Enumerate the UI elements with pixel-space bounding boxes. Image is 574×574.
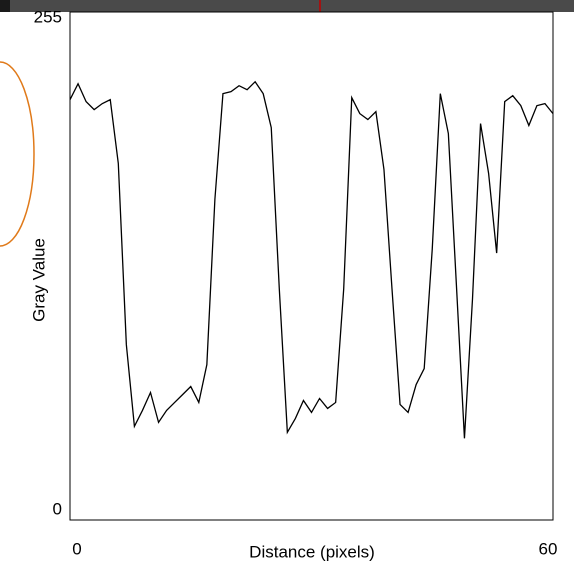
x-axis-label: Distance (pixels) — [249, 542, 375, 561]
selection-arc — [0, 61, 35, 247]
image-corner — [0, 0, 10, 12]
y-axis-label: Gray Value — [29, 238, 48, 322]
y-tick-label: 0 — [53, 499, 62, 518]
image-strip — [0, 0, 574, 12]
x-tick-label: 0 — [72, 539, 81, 558]
x-tick-label: 60 — [539, 539, 558, 558]
profile-line — [69, 80, 554, 439]
plot-frame — [69, 11, 554, 521]
y-tick-label: 255 — [34, 7, 62, 26]
